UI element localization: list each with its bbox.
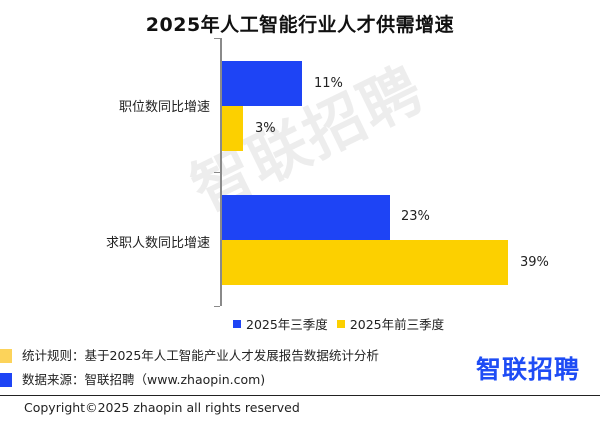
rule-marker (0, 349, 12, 363)
copyright-text: Copyright©2025 zhaopin all rights reserv… (24, 400, 300, 415)
value-label: 23% (401, 209, 430, 224)
legend-item-q3: 2025年三季度 (246, 317, 328, 332)
source-marker (0, 373, 12, 387)
legend: 2025年三季度 2025年前三季度 (233, 314, 444, 333)
axis-tick (214, 306, 220, 307)
bar-job-postings-q3 (222, 61, 302, 106)
bar-job-seekers-q3 (222, 195, 390, 240)
value-label: 3% (255, 121, 276, 136)
stat-rule-text: 统计规则：基于2025年人工智能产业人才发展报告数据统计分析 (22, 348, 379, 363)
axis-tick (214, 38, 220, 39)
category-label-job-seekers: 求职人数同比增速 (105, 236, 210, 251)
value-label: 39% (520, 255, 549, 270)
legend-swatch-blue (233, 319, 241, 328)
zhaopin-logo: 智联招聘 (476, 355, 581, 384)
y-axis-line (220, 38, 222, 306)
bar-job-postings-ytd (222, 106, 243, 151)
value-label: 11% (314, 76, 343, 91)
legend-item-ytd: 2025年前三季度 (349, 317, 445, 332)
category-label-job-postings: 职位数同比增速 (118, 100, 210, 115)
footer-divider (0, 395, 600, 396)
bar-job-seekers-ytd (222, 240, 508, 285)
legend-swatch-yellow (336, 319, 345, 328)
chart-title: 2025年人工智能行业人才供需增速 (145, 14, 455, 36)
data-source-text: 数据来源：智联招聘（www.zhaopin.com) (22, 372, 266, 387)
axis-tick (214, 172, 220, 173)
